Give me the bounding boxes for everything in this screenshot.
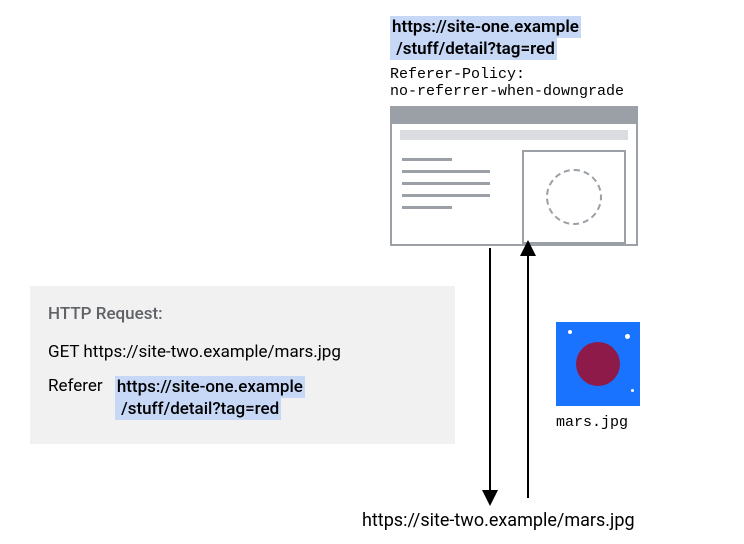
origin-url-line2: /stuff/detail?tag=red	[390, 38, 557, 60]
star-dot	[625, 334, 630, 339]
origin-url-line2-text: /stuff/detail?tag=red	[396, 39, 555, 59]
http-request-title: HTTP Request:	[48, 304, 437, 324]
star-dot	[568, 330, 572, 334]
referer-value-line2-text: /stuff/detail?tag=red	[121, 399, 279, 419]
browser-window	[390, 106, 638, 246]
referer-policy-line1: Referer-Policy:	[390, 66, 525, 83]
origin-url-block: https://site-one.example /stuff/detail?t…	[390, 16, 581, 60]
referer-value-line1: https://site-one.example	[115, 376, 305, 398]
http-request-get-line: GET https://site-two.example/mars.jpg	[48, 342, 437, 362]
http-request-box: HTTP Request: GET https://site-two.examp…	[30, 286, 455, 444]
referer-policy-label: Referer-Policy: no-referrer-when-downgra…	[390, 66, 624, 100]
referer-policy-line2: no-referrer-when-downgrade	[390, 83, 624, 100]
browser-text-placeholder	[402, 158, 492, 218]
referer-label: Referer	[48, 376, 103, 396]
browser-content	[392, 144, 636, 248]
destination-url: https://site-two.example/mars.jpg	[362, 510, 635, 531]
browser-image-placeholder	[522, 150, 626, 244]
browser-titlebar	[392, 108, 636, 124]
mars-image	[556, 322, 640, 406]
origin-url-line1: https://site-one.example	[390, 16, 581, 38]
browser-urlbar	[400, 130, 628, 140]
http-request-referer-line: Referer https://site-one.example /stuff/…	[48, 376, 437, 420]
planet-icon	[576, 342, 620, 386]
mars-image-label: mars.jpg	[556, 414, 656, 431]
arrows-overlay	[0, 0, 744, 544]
star-dot	[631, 389, 634, 392]
referer-value-line2: /stuff/detail?tag=red	[115, 398, 281, 420]
dashed-circle-icon	[546, 169, 602, 225]
referer-value: https://site-one.example /stuff/detail?t…	[115, 376, 305, 420]
